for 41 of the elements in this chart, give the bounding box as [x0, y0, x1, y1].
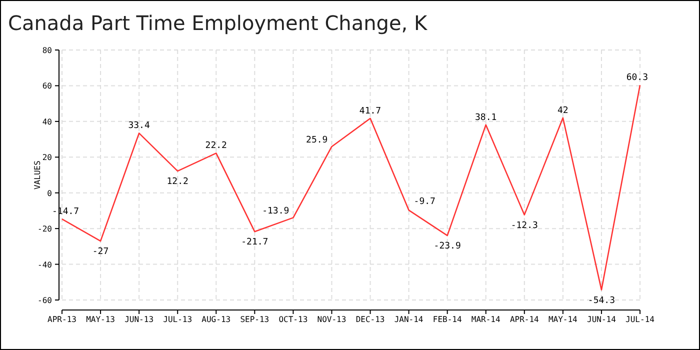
x-tick-label: MAY-14: [548, 315, 578, 324]
y-tick-label: -20: [38, 224, 52, 234]
data-label: -23.9: [434, 242, 461, 252]
data-label: 12.2: [166, 177, 188, 188]
data-label: -27: [92, 247, 109, 258]
data-label: 38.1: [475, 112, 497, 123]
x-tick-label: APR-14: [510, 315, 540, 324]
data-label: -13.9: [262, 206, 290, 217]
data-label: 60.3: [626, 73, 648, 84]
x-tick-label: JAN-14: [394, 315, 424, 324]
x-tick-label: JUL-14: [626, 315, 655, 324]
x-tick-label: JUL-13: [163, 315, 192, 324]
x-tick-label: DEC-13: [356, 315, 385, 324]
x-tick-label: FEB-14: [432, 315, 462, 324]
chart-title: Canada Part Time Employment Change, K: [8, 11, 428, 35]
y-tick-label: 80: [42, 46, 52, 55]
x-tick-label: SEP-13: [240, 315, 270, 324]
y-tick-label: 60: [42, 82, 52, 91]
y-tick-label: 40: [42, 117, 52, 126]
data-label: -54.3: [588, 296, 616, 306]
x-tick-label: AUG-13: [202, 315, 231, 324]
data-label: 41.7: [359, 106, 382, 116]
x-tick-label: MAY-13: [86, 315, 116, 324]
x-tick-label: JUN-14: [587, 315, 616, 324]
y-tick-label: 20: [42, 153, 52, 162]
data-label: 42: [558, 106, 568, 116]
x-tick-label: NOV-13: [317, 315, 346, 324]
data-label: -21.7: [241, 238, 268, 248]
data-label: 25.9: [306, 136, 328, 146]
y-tick-label: -60: [38, 296, 52, 305]
y-axis-title: VALUES: [33, 160, 42, 190]
x-tick-label: OCT-13: [278, 315, 308, 324]
x-tick-label: APR-13: [48, 315, 77, 324]
x-tick-label: MAR-14: [471, 315, 500, 324]
data-label: 33.4: [128, 121, 150, 132]
data-label: 22.2: [205, 141, 227, 152]
data-label: -9.7: [414, 197, 436, 208]
y-tick-label: 0: [47, 188, 52, 198]
data-label: -12.3: [510, 220, 538, 231]
y-tick-label: -40: [38, 260, 52, 270]
x-tick-label: JUN-13: [124, 315, 154, 324]
